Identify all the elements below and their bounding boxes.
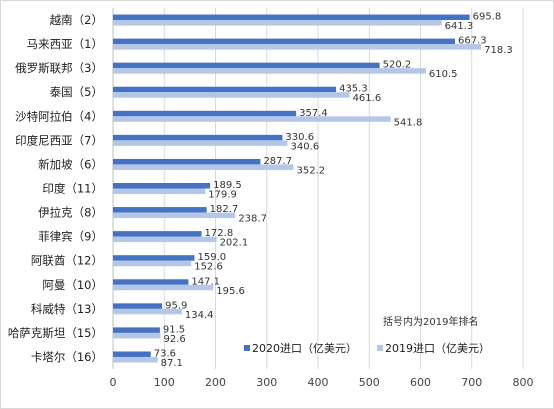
bar-2020 — [113, 207, 207, 213]
bar-2019 — [113, 44, 482, 50]
bar-2019 — [113, 92, 350, 98]
data-label-2020: 520.2 — [383, 60, 412, 71]
bar-2020 — [113, 14, 470, 21]
category-label: 俄罗斯联邦（3） — [15, 61, 103, 75]
data-label-2019: 195.6 — [216, 286, 245, 297]
bar-2019 — [113, 308, 182, 315]
category-label: 科威特（13） — [31, 302, 103, 316]
data-label-2019: 152.6 — [194, 262, 223, 273]
bar-2019 — [113, 68, 426, 74]
category-label: 阿联酋（12） — [31, 254, 103, 268]
bar-2019 — [113, 332, 161, 339]
x-tick-label: 100 — [154, 376, 175, 389]
data-label-2019: 202.1 — [220, 238, 249, 249]
data-label-2020: 159.0 — [197, 252, 226, 263]
legend-swatch-2020 — [244, 345, 250, 351]
x-tick-label: 800 — [513, 376, 534, 389]
data-label-2020: 147.1 — [191, 276, 220, 287]
data-label-2019: 461.6 — [353, 93, 382, 104]
category-label: 新加坡（6） — [38, 157, 103, 171]
category-label: 菲律宾（9） — [38, 230, 103, 244]
category-label: 泰国（5） — [50, 85, 103, 99]
bar-2020 — [113, 255, 195, 261]
data-label-2019: 610.5 — [429, 69, 458, 80]
data-label-2019: 92.6 — [163, 334, 185, 345]
x-tick-label: 0 — [110, 376, 117, 389]
category-label: 印度（11） — [42, 182, 103, 196]
bar-2020 — [113, 62, 380, 69]
category-label: 卡塔尔（16） — [31, 350, 103, 364]
category-label: 马来西亚（1） — [27, 37, 103, 51]
bar-2019 — [113, 236, 217, 243]
data-label-2019: 718.3 — [484, 45, 513, 56]
data-label-2020: 95.9 — [165, 300, 187, 311]
x-tick-label: 200 — [205, 376, 226, 389]
legend-label-2019: 2019进口（亿美元） — [385, 342, 490, 355]
data-label-2020: 357.4 — [299, 108, 328, 119]
category-labels: 越南（2） 马来西亚（1） 俄罗斯联邦（3） 泰国（5） 沙特阿拉伯（4） 印度尼西亚（7… — [8, 13, 103, 364]
data-label-2019: 641.3 — [445, 21, 474, 32]
bar-2019 — [113, 164, 294, 170]
category-label: 阿曼（10） — [42, 278, 103, 292]
category-label: 伊拉克（8） — [38, 206, 103, 220]
bar-2020 — [113, 351, 151, 357]
category-label: 沙特阿拉伯（4） — [15, 109, 103, 123]
category-label: 印度尼西亚（7） — [15, 133, 103, 147]
x-tick-label: 600 — [410, 376, 431, 389]
x-tick-label: 500 — [359, 376, 380, 389]
x-tick-label: 400 — [308, 376, 329, 389]
legend-swatch-2019 — [377, 345, 383, 351]
x-tick-labels: 0 100 200 300 400 500 600 700 800 — [110, 376, 534, 389]
bar-2020 — [113, 279, 189, 285]
bar-2019 — [113, 356, 158, 363]
bar-2019 — [113, 188, 206, 194]
data-label-2020: 189.5 — [213, 180, 242, 191]
bar-2020 — [113, 183, 211, 189]
data-label-2020: 667.3 — [458, 36, 487, 47]
data-label-2020: 695.8 — [473, 12, 502, 23]
data-label-2020: 287.7 — [263, 156, 292, 167]
bar-2019 — [113, 140, 288, 146]
data-label-2019: 541.8 — [394, 117, 423, 128]
bar-2020 — [113, 86, 337, 93]
data-label-2019: 238.7 — [238, 214, 267, 225]
bar-2019 — [113, 212, 236, 219]
bar-2020 — [113, 303, 163, 309]
data-label-2020: 172.8 — [205, 228, 234, 239]
legend-label-2020: 2020进口（亿美元） — [252, 342, 357, 355]
legend: 2020进口（亿美元） 2019进口（亿美元） — [244, 342, 490, 355]
data-label-2019: 340.6 — [291, 141, 320, 152]
bar-2020 — [113, 327, 160, 333]
bar-2020 — [113, 231, 202, 237]
x-tick-label: 300 — [256, 376, 277, 389]
bar-2020 — [113, 38, 455, 45]
x-tick-label: 700 — [461, 376, 482, 389]
data-label-2020: 73.6 — [154, 348, 176, 359]
data-label-2019: 179.9 — [208, 190, 237, 201]
bar-2019 — [113, 20, 442, 26]
bar-2019 — [113, 284, 214, 291]
bar-2019 — [113, 116, 391, 122]
data-label-2020: 330.6 — [285, 132, 314, 143]
data-label-2019: 352.2 — [297, 165, 326, 176]
bar-2020 — [113, 134, 283, 141]
data-label-2019: 87.1 — [161, 358, 183, 369]
category-label: 越南（2） — [50, 13, 103, 27]
data-label-2019: 134.4 — [185, 310, 214, 321]
data-label-2020: 91.5 — [163, 324, 185, 335]
bar-2020 — [113, 158, 261, 165]
bar-2020 — [113, 110, 297, 117]
bar-2019 — [113, 260, 192, 267]
ranking-note: 括号内为2019年排名 — [383, 315, 478, 328]
data-label-2020: 182.7 — [210, 204, 239, 215]
category-label: 哈萨克斯坦（15） — [8, 326, 103, 340]
data-label-2020: 435.3 — [339, 84, 368, 95]
